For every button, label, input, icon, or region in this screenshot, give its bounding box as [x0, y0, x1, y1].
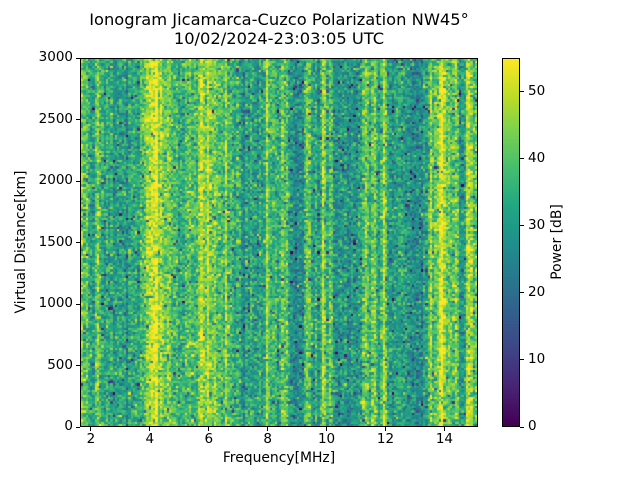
colorbar-tick-mark: [520, 426, 524, 428]
x-tick-label: 10: [317, 431, 336, 447]
colorbar: [502, 58, 520, 427]
y-tick-label: 1500: [38, 233, 73, 250]
y-tick-label: 3000: [38, 49, 73, 65]
colorbar-tick-mark: [520, 158, 524, 160]
colorbar-tick-label: 0: [528, 418, 537, 434]
x-axis-label: Frequency[MHz]: [222, 450, 336, 466]
y-tick-label: 500: [47, 356, 73, 373]
y-tick-label: 2500: [38, 110, 73, 127]
x-tick-label: 4: [145, 431, 155, 447]
colorbar-gradient-canvas: [503, 59, 519, 426]
x-tick-mark: [208, 427, 210, 431]
colorbar-tick-label: 40: [528, 149, 546, 166]
colorbar-tick-label: 20: [528, 283, 546, 300]
x-tick-mark: [267, 427, 269, 431]
x-tick-label: 6: [204, 431, 214, 447]
colorbar-tick-mark: [520, 292, 524, 294]
colorbar-tick-label: 50: [528, 82, 546, 99]
heatmap-canvas: [81, 59, 477, 426]
y-tick-label: 2000: [38, 172, 73, 188]
y-tick-mark: [76, 119, 80, 120]
y-tick-mark: [76, 303, 80, 305]
chart-title: Ionogram Jicamarca-Cuzco Polarization NW…: [80, 10, 478, 48]
y-tick-label: 1000: [38, 295, 73, 311]
y-tick-mark: [76, 365, 80, 366]
colorbar-tick-mark: [520, 225, 524, 227]
x-tick-label: 14: [435, 431, 453, 447]
colorbar-tick-mark: [520, 91, 524, 93]
colorbar-tick-mark: [520, 359, 524, 361]
x-tick-mark: [443, 427, 445, 431]
x-tick-mark: [384, 427, 386, 431]
colorbar-tick-label: 10: [528, 350, 546, 367]
chart-title-line2: 10/02/2024-23:03:05 UTC: [173, 29, 385, 48]
y-tick-mark: [76, 180, 80, 182]
colorbar-tick-label: 30: [528, 216, 546, 233]
chart-title-line1: Ionogram Jicamarca-Cuzco Polarization NW…: [89, 10, 469, 29]
x-tick-mark: [90, 427, 92, 431]
colorbar-axis-label: Power [dB]: [549, 204, 565, 280]
x-tick-label: 12: [376, 431, 395, 447]
x-tick-mark: [326, 427, 328, 431]
y-tick-label: 0: [64, 418, 73, 434]
y-tick-mark: [76, 426, 80, 428]
y-tick-mark: [76, 57, 80, 59]
x-tick-mark: [149, 427, 151, 431]
x-tick-label: 2: [86, 431, 96, 447]
x-tick-label: 8: [263, 431, 272, 447]
y-tick-mark: [76, 242, 80, 243]
heatmap-plot-area: [80, 58, 478, 427]
